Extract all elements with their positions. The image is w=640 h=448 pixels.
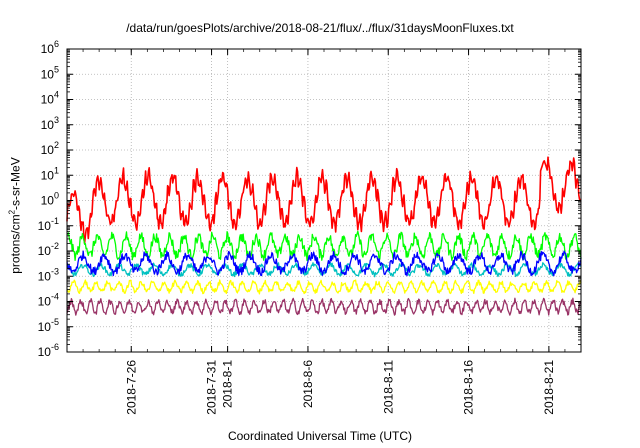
y-tick-base: 10 [38, 244, 52, 258]
y-tick-label: 10-3 [38, 266, 59, 283]
series-line [66, 250, 582, 277]
x-tick-label: 2018-8-21 [542, 360, 556, 415]
y-tick-base: 10 [41, 168, 55, 182]
y-tick-exponent: -5 [51, 317, 59, 327]
y-tick-exponent: -6 [51, 342, 59, 352]
series-layer [66, 156, 582, 316]
x-tick-label: 2018-8-16 [462, 360, 476, 415]
y-tick-exponent: 5 [54, 64, 59, 74]
y-tick-label: 10-4 [38, 292, 59, 309]
y-tick-exponent: 6 [54, 39, 59, 49]
y-tick-label: 10-5 [38, 317, 59, 334]
y-tick-exponent: -1 [51, 216, 59, 226]
y-tick-label: 106 [41, 39, 59, 56]
y-tick-base: 10 [41, 194, 55, 208]
y-axis-label-wrap: protons/cm2-s-sr-MeV [2, 157, 42, 273]
y-tick-label: 10-2 [38, 241, 59, 258]
x-tick-label: 2018-8-11 [381, 360, 395, 414]
y-tick-base: 10 [38, 345, 52, 359]
series-line [66, 230, 582, 262]
x-axis: 2018-7-26 2018-7-31 2018-8-1 2018-8-6 2018-8… [66, 49, 582, 415]
x-tick-label: 2018-7-26 [124, 360, 138, 415]
y-tick-exponent: 2 [54, 140, 59, 150]
x-axis-label: Coordinated Universal Time (UTC) [227, 429, 413, 443]
x-tick-label: 2018-7-31 [205, 360, 219, 415]
y-tick-exponent: -4 [51, 292, 59, 302]
y-tick-label: 10-6 [38, 342, 59, 359]
y-tick-label: 100 [41, 191, 59, 208]
y-axis: 10-610-510-410-310-210-11001011021031041… [38, 39, 581, 359]
series-line [66, 156, 582, 245]
x-tick-label: 2018-8-1 [221, 360, 235, 408]
y-tick-label: 101 [41, 165, 59, 182]
y-tick-exponent: -3 [51, 266, 59, 276]
y-tick-label: 105 [41, 64, 59, 81]
y-axis-label-unit: protons/cm [8, 214, 23, 274]
y-axis-label-exponent: 2 [7, 209, 17, 215]
y-tick-exponent: 0 [54, 191, 59, 201]
y-tick-exponent: 4 [54, 90, 59, 100]
y-axis-label-rest: -s-sr-MeV [8, 157, 23, 210]
series-line [66, 279, 582, 295]
x-tick-label: 2018-8-6 [301, 360, 315, 408]
y-tick-label: 103 [41, 115, 59, 132]
y-axis-label: protons/cm2-s-sr-MeV [8, 131, 23, 301]
chart-title: /data/run/goesPlots/archive/2018-08-21/f… [126, 21, 514, 35]
y-tick-base: 10 [41, 143, 55, 157]
y-tick-exponent: 1 [54, 165, 59, 175]
y-tick-label: 102 [41, 140, 59, 157]
y-tick-exponent: -2 [51, 241, 59, 251]
y-tick-label: 10-1 [38, 216, 59, 233]
series-line [66, 297, 582, 316]
y-tick-base: 10 [41, 118, 55, 132]
y-tick-base: 10 [41, 67, 55, 81]
y-tick-base: 10 [38, 320, 52, 334]
y-tick-base: 10 [38, 269, 52, 283]
y-tick-base: 10 [38, 295, 52, 309]
y-tick-base: 10 [38, 219, 52, 233]
y-tick-exponent: 3 [54, 115, 59, 125]
y-tick-label: 104 [41, 90, 59, 107]
y-tick-base: 10 [41, 42, 55, 56]
y-tick-base: 10 [41, 93, 55, 107]
